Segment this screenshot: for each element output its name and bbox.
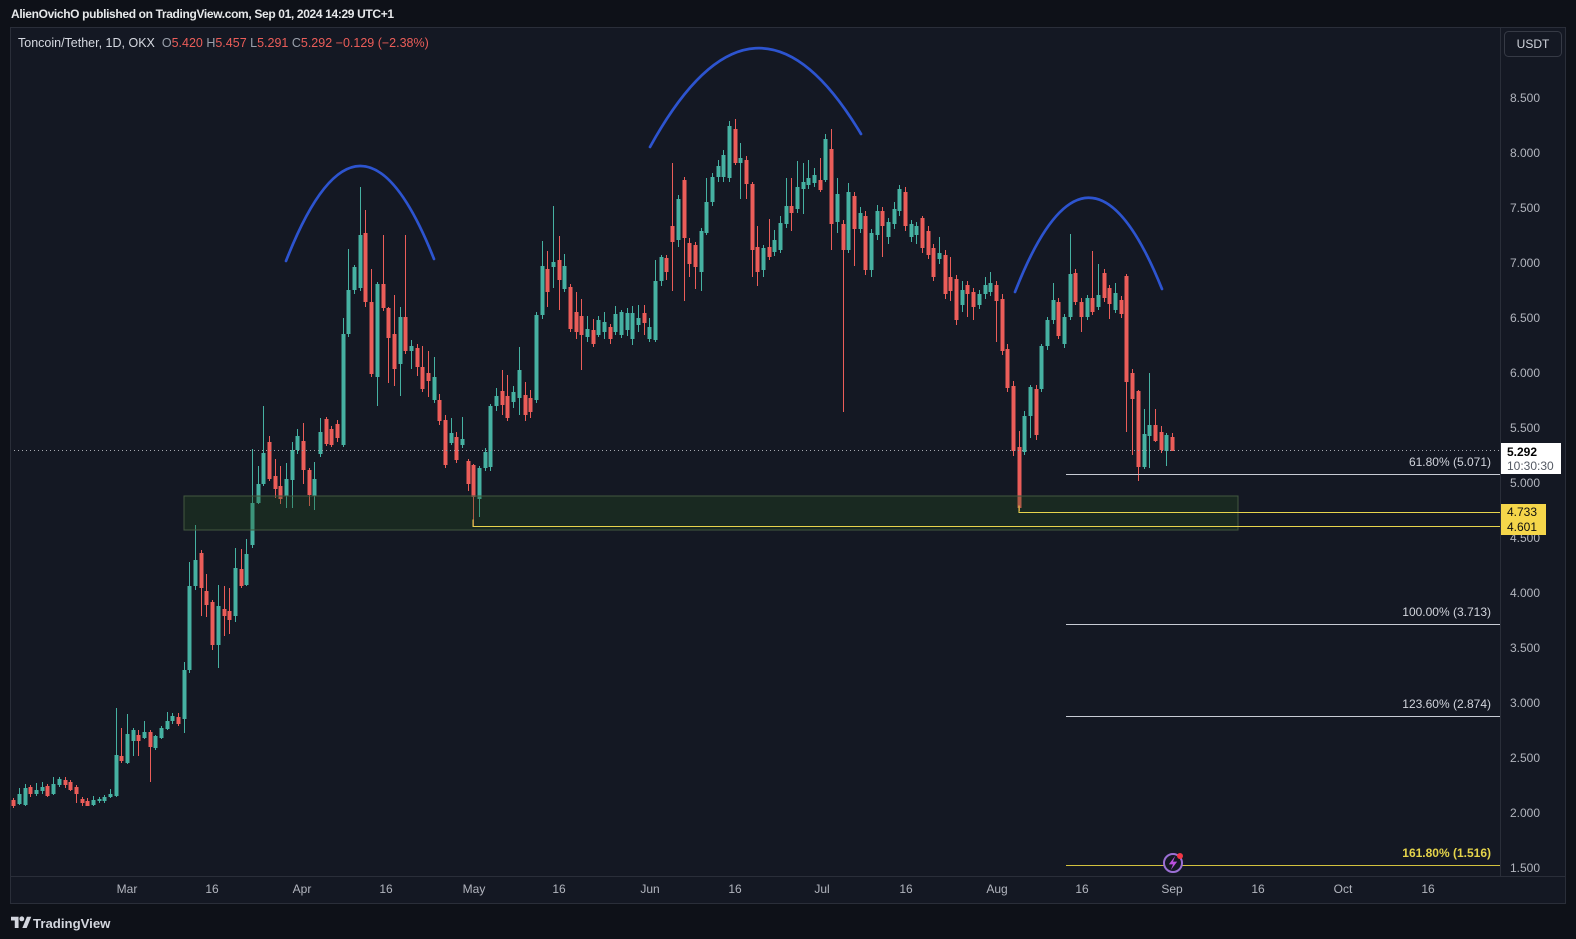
svg-text:10:30:30: 10:30:30	[1507, 459, 1554, 473]
svg-text:16: 16	[379, 882, 393, 896]
svg-text:7.000: 7.000	[1510, 256, 1540, 270]
svg-text:61.80% (5.071): 61.80% (5.071)	[1409, 455, 1491, 469]
svg-text:2.000: 2.000	[1510, 806, 1540, 820]
svg-text:7.500: 7.500	[1510, 201, 1540, 215]
svg-text:3.000: 3.000	[1510, 696, 1540, 710]
svg-text:8.500: 8.500	[1510, 91, 1540, 105]
svg-text:16: 16	[1075, 882, 1089, 896]
svg-text:3.500: 3.500	[1510, 641, 1540, 655]
svg-text:Jul: Jul	[814, 882, 829, 896]
svg-text:USDT: USDT	[1517, 37, 1550, 51]
svg-text:123.60% (2.874): 123.60% (2.874)	[1402, 697, 1491, 711]
svg-text:100.00% (3.713): 100.00% (3.713)	[1402, 605, 1491, 619]
svg-text:8.000: 8.000	[1510, 146, 1540, 160]
svg-text:5.000: 5.000	[1510, 476, 1540, 490]
svg-text:Oct: Oct	[1334, 882, 1353, 896]
svg-text:Mar: Mar	[117, 882, 138, 896]
svg-text:4.000: 4.000	[1510, 586, 1540, 600]
svg-text:1.500: 1.500	[1510, 861, 1540, 875]
svg-text:16: 16	[205, 882, 219, 896]
svg-text:16: 16	[1251, 882, 1265, 896]
svg-text:16: 16	[552, 882, 566, 896]
svg-text:Jun: Jun	[640, 882, 659, 896]
svg-text:Aug: Aug	[986, 882, 1007, 896]
svg-text:161.80% (1.516): 161.80% (1.516)	[1402, 846, 1491, 860]
svg-text:6.000: 6.000	[1510, 366, 1540, 380]
svg-text:4.733: 4.733	[1507, 505, 1537, 519]
svg-text:4.601: 4.601	[1507, 520, 1537, 534]
svg-text:May: May	[463, 882, 486, 896]
svg-text:6.500: 6.500	[1510, 311, 1540, 325]
svg-text:5.500: 5.500	[1510, 421, 1540, 435]
svg-text:16: 16	[1421, 882, 1435, 896]
svg-text:2.500: 2.500	[1510, 751, 1540, 765]
svg-text:Apr: Apr	[293, 882, 312, 896]
svg-text:16: 16	[728, 882, 742, 896]
svg-text:5.292: 5.292	[1507, 445, 1537, 459]
svg-text:TradingView: TradingView	[33, 916, 111, 931]
svg-text:Sep: Sep	[1161, 882, 1183, 896]
svg-text:16: 16	[899, 882, 913, 896]
